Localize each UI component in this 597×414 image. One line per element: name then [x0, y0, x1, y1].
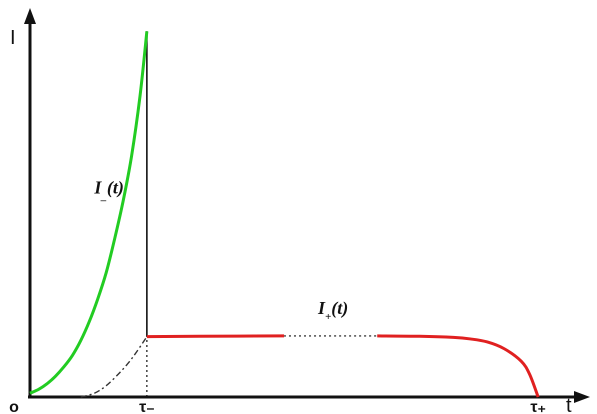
x-axis-arrow — [574, 391, 590, 403]
y-axis-arrow — [24, 8, 36, 24]
series-i-minus-label-suffix: (t) — [107, 177, 124, 198]
dash-dot-reference-curve — [80, 336, 148, 398]
series-i-plus-label-sub: + — [325, 311, 331, 323]
series-i-minus-curve — [29, 31, 149, 395]
x-axis-label: t — [566, 395, 572, 414]
y-axis-label: I — [10, 27, 16, 49]
series-i-minus-label-sub: _ — [100, 190, 107, 202]
series-i-plus-curve-part-2 — [377, 334, 540, 398]
x-tick-label-tau-plus: τ₊ — [530, 399, 546, 414]
series-i-plus-label: I+(t) — [317, 298, 348, 323]
series-i-minus-label-main: I — [93, 177, 102, 197]
series-i-plus-label-suffix: (t) — [331, 298, 348, 319]
x-tick-label-origin: o — [9, 399, 19, 414]
series-i-plus-curve-part-1 — [146, 334, 285, 339]
x-tick-label-tau-minus: τ₋ — [139, 399, 155, 414]
series-i-plus-label-main: I — [317, 298, 326, 318]
series-i-minus-label: I_(t) — [93, 177, 124, 202]
